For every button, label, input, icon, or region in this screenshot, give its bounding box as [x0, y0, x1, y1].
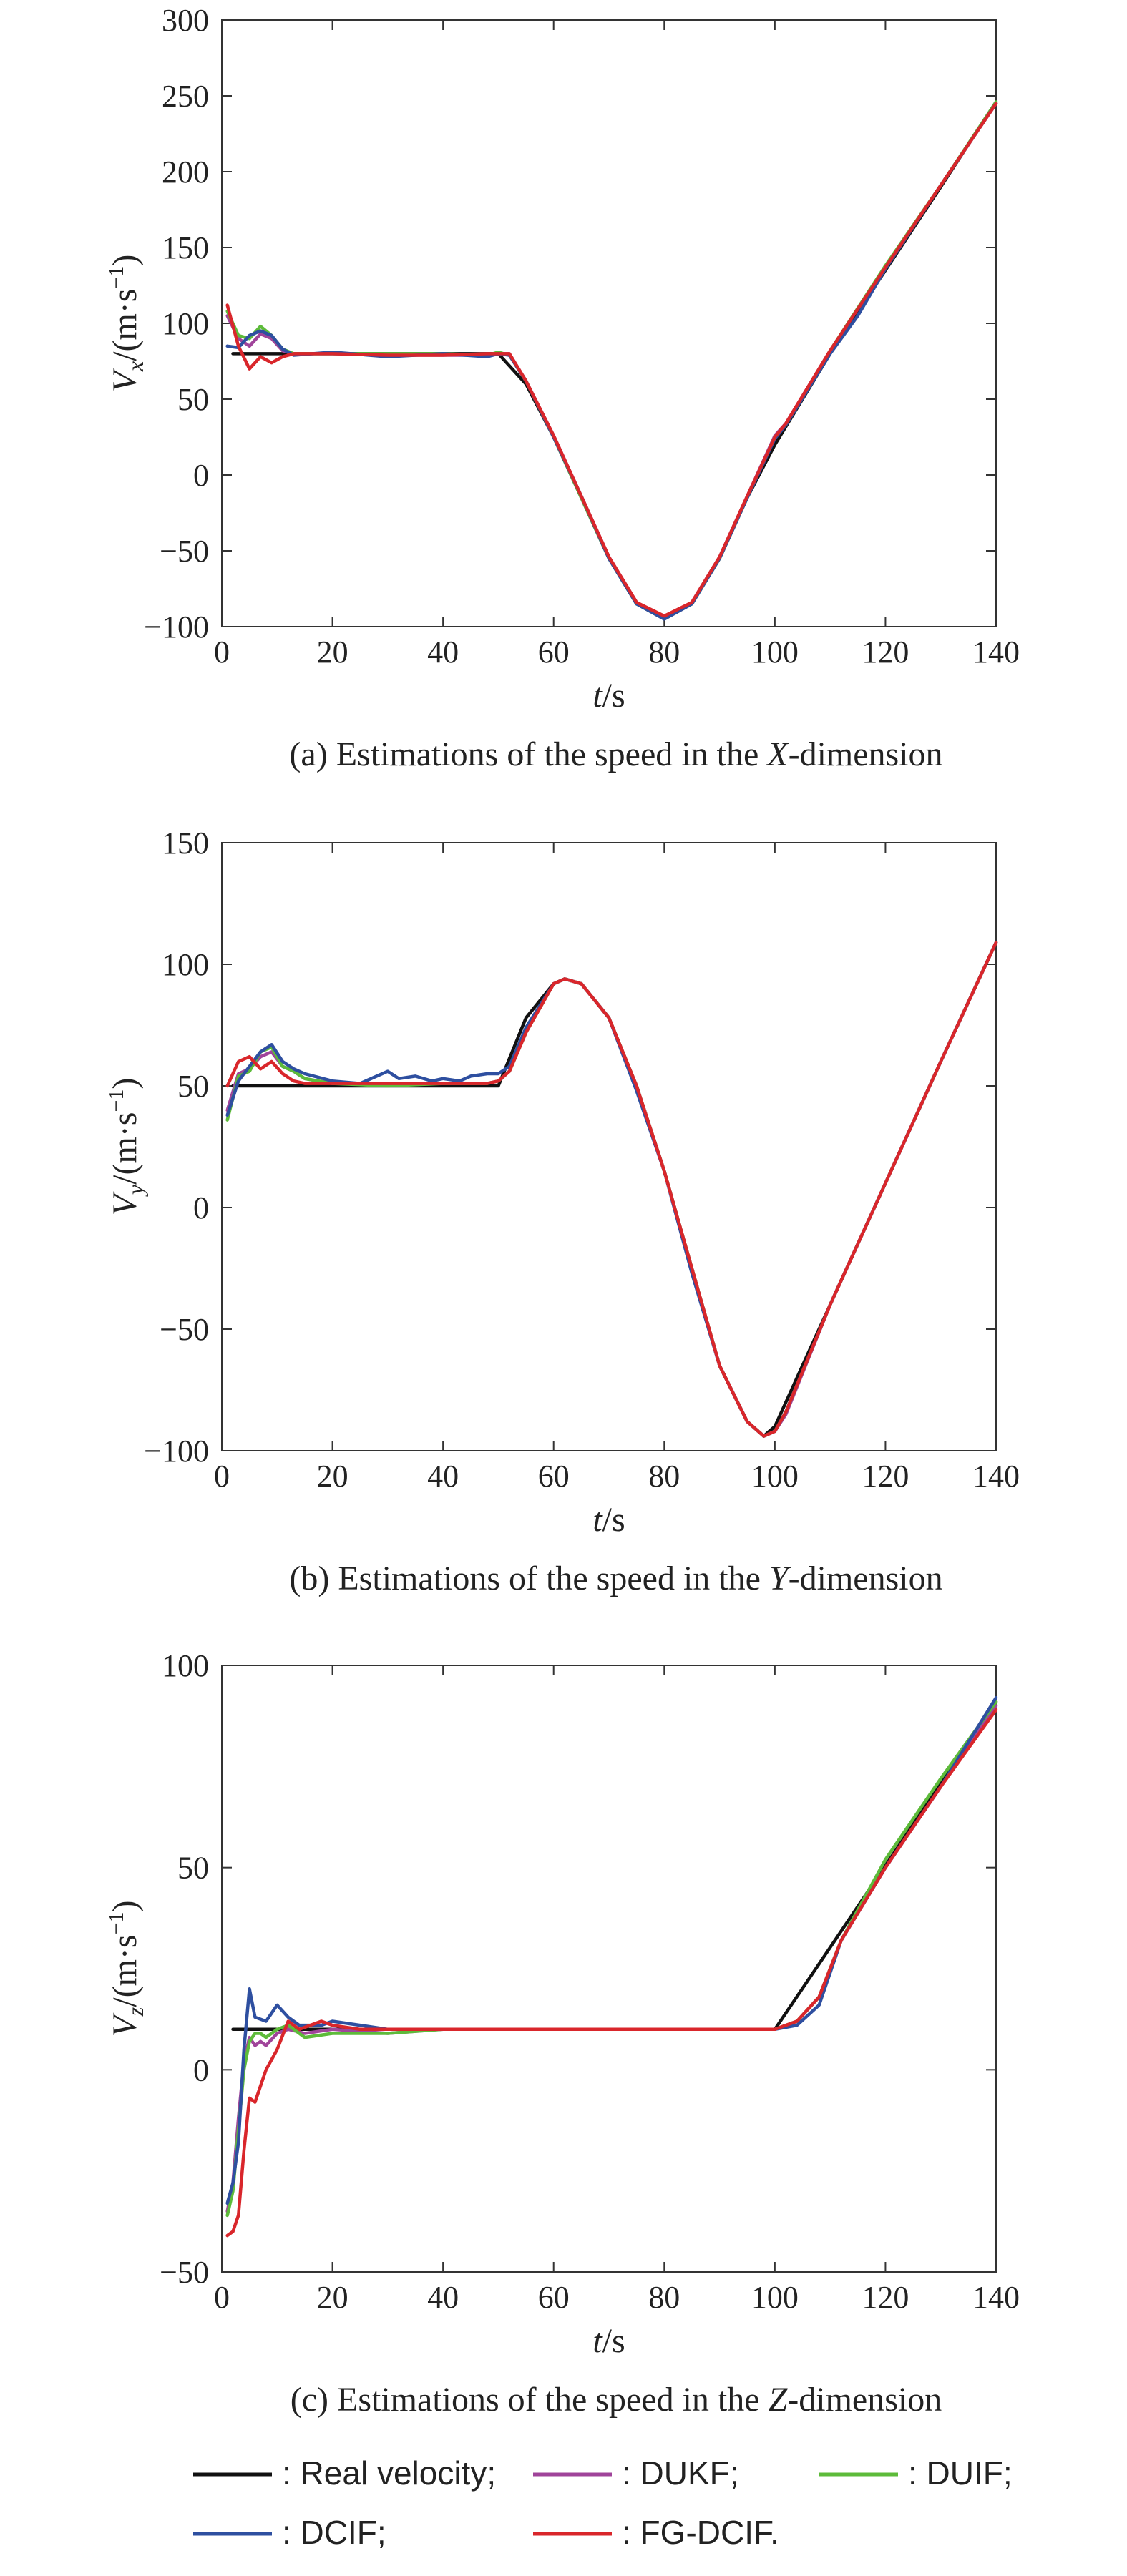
- x-tick-label: 40: [427, 1459, 459, 1494]
- x-tick-label: 100: [751, 635, 799, 670]
- x-tick-label: 100: [751, 2280, 799, 2315]
- x-tick-label: 100: [751, 1459, 799, 1494]
- x-tick-label: 60: [538, 2280, 570, 2315]
- legend-item-dcif: : DCIF;: [193, 2514, 386, 2551]
- y-tick-label: −50: [160, 534, 209, 569]
- x-tick-label: 20: [317, 1459, 348, 1494]
- x-tick-label: 140: [972, 1459, 1020, 1494]
- series-line-fgdcif: [225, 941, 998, 1438]
- series-line-dcif: [225, 941, 998, 1438]
- plot-frame: [221, 842, 997, 1451]
- y-tick-label: 250: [162, 79, 209, 114]
- panel-caption: (b) Estimations of the speed in the Y-di…: [289, 1559, 942, 1597]
- x-tick-label: 80: [648, 635, 680, 670]
- y-tick-label: −100: [144, 1434, 209, 1469]
- x-tick-label: 80: [648, 2280, 680, 2315]
- series-line-duif: [225, 941, 998, 1438]
- legend-item-real: : Real velocity;: [193, 2454, 496, 2492]
- y-tick-label: 200: [162, 155, 209, 190]
- y-tick-label: 0: [193, 1190, 209, 1225]
- legend-item-fgdcif: : FG-DCIF.: [533, 2514, 779, 2551]
- y-tick-label: 150: [162, 826, 209, 861]
- x-tick-label: 140: [972, 2280, 1020, 2315]
- y-tick-label: −100: [144, 609, 209, 645]
- series-line-real: [231, 100, 998, 621]
- series-line-dcif: [225, 1695, 998, 2205]
- legend-item-dukf: : DUKF;: [533, 2454, 739, 2492]
- series-line-dukf: [225, 102, 998, 619]
- legend-label: : DUIF;: [908, 2454, 1013, 2492]
- chart-panel-3: 0 20 40 60 80 100 120 140−50050100t/sVz/(m·s−1)…: [104, 1648, 1020, 2419]
- x-tick-label: 120: [862, 2280, 909, 2315]
- y-axis-label: Vz/(m·s−1): [104, 1900, 148, 2037]
- x-tick-label: 20: [317, 635, 348, 670]
- legend-label: : DCIF;: [282, 2514, 386, 2551]
- series-line-fgdcif: [225, 102, 998, 618]
- y-tick-label: 50: [177, 1851, 209, 1886]
- y-axis-label: Vy/(m·s−1): [104, 1078, 148, 1216]
- legend-label: : Real velocity;: [282, 2454, 496, 2492]
- legend: : Real velocity; : DUKF; : DUIF; : DCIF; : F…: [193, 2454, 1013, 2551]
- x-tick-label: 0: [214, 2280, 230, 2315]
- x-tick-label: 20: [317, 2280, 348, 2315]
- series-line-dcif: [225, 102, 998, 621]
- y-tick-label: 100: [162, 306, 209, 341]
- chart-panel-1: 0 20 40 60 80 100 120 140 −100 −50 0 50 100 150 200 250…: [104, 3, 1020, 773]
- y-tick-label: 50: [177, 1069, 209, 1104]
- x-tick-label: 60: [538, 1459, 570, 1494]
- x-axis-label: t/s: [592, 2322, 625, 2360]
- y-tick-label: 50: [177, 382, 209, 417]
- series-line-dukf: [225, 941, 998, 1438]
- y-tick-label: 150: [162, 230, 209, 265]
- series-line-duif: [225, 100, 998, 619]
- legend-label: : FG-DCIF.: [622, 2514, 779, 2551]
- x-tick-label: 120: [862, 1459, 909, 1494]
- y-tick-label: 100: [162, 947, 209, 982]
- y-tick-label: 100: [162, 1648, 209, 1683]
- plot-frame: [221, 19, 997, 627]
- panel-caption: (c) Estimations of the speed in the Z-di…: [291, 2381, 942, 2419]
- x-tick-label: 80: [648, 1459, 680, 1494]
- chart-panel-2: 0 20 40 60 80 100 120 140 −100 −50 0 50 100 150 t/s Vy/…: [104, 826, 1020, 1597]
- y-tick-label: −50: [160, 1312, 209, 1347]
- series-line-fgdcif: [225, 1708, 998, 2238]
- y-tick-label: 300: [162, 3, 209, 38]
- x-tick-label: 60: [538, 635, 570, 670]
- series-line-dukf: [225, 1704, 998, 2213]
- x-tick-label: 140: [972, 635, 1020, 670]
- y-tick-label: 0: [193, 458, 209, 493]
- x-axis-label: t/s: [592, 677, 625, 715]
- y-tick-label: 0: [193, 2052, 209, 2087]
- x-tick-label: 40: [427, 635, 459, 670]
- plot-frame: [221, 1665, 997, 2273]
- y-tick-label: −50: [160, 2255, 209, 2290]
- legend-item-duif: : DUIF;: [819, 2454, 1013, 2492]
- x-tick-label: 120: [862, 635, 909, 670]
- x-tick-label: 40: [427, 2280, 459, 2315]
- y-axis-label: Vx/(m·s−1): [104, 255, 148, 393]
- x-tick-label: 0: [214, 1459, 230, 1494]
- panel-caption: (a) Estimations of the speed in the X-di…: [289, 735, 942, 773]
- series-line-duif: [225, 1700, 998, 2218]
- x-tick-label: 0: [214, 635, 230, 670]
- x-axis-label: t/s: [592, 1501, 625, 1539]
- legend-label: : DUKF;: [622, 2454, 739, 2492]
